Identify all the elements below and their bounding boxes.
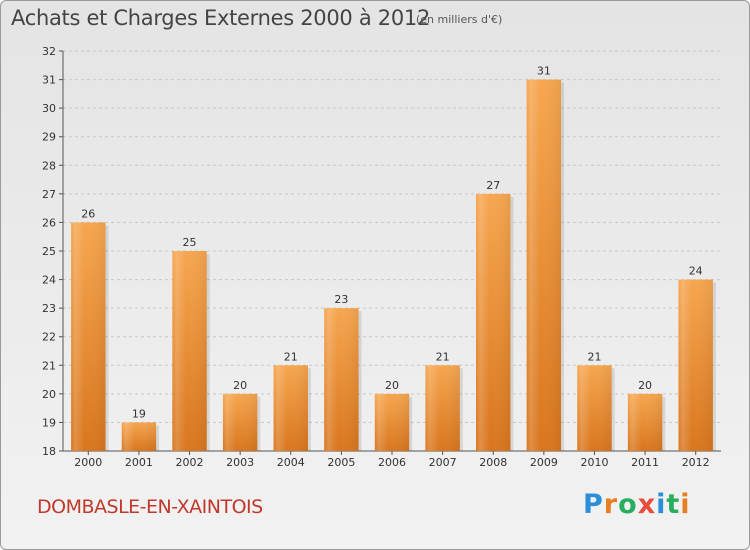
bar-highlight xyxy=(526,79,562,452)
data-label: 20 xyxy=(233,379,247,392)
y-tick-label: 27 xyxy=(42,188,56,201)
chart-title: Achats et Charges Externes 2000 à 2012 xyxy=(11,6,431,30)
chart-subtitle: (en milliers d'€) xyxy=(416,13,503,26)
data-label: 25 xyxy=(183,236,197,249)
logo-letter: i xyxy=(680,489,691,520)
labels: 18 19 20 21 22 23 24 25 26 27 28 29 30 31 32 2000 26 2001… xyxy=(42,45,710,469)
y-tick-label: 28 xyxy=(42,159,56,172)
y-tick-label: 21 xyxy=(42,359,56,372)
bar-highlight xyxy=(577,365,612,451)
logo-letter: i xyxy=(656,489,667,520)
y-tick-label: 23 xyxy=(42,302,56,315)
bar-highlight xyxy=(222,393,258,451)
logo-letter: P xyxy=(583,489,604,520)
y-tick-label: 32 xyxy=(42,45,56,58)
data-label: 21 xyxy=(284,350,298,363)
bar-highlight xyxy=(678,279,713,451)
y-tick-label: 19 xyxy=(42,416,56,429)
data-label: 31 xyxy=(537,65,551,78)
commune-name: DOMBASLE-EN-XAINTOIS xyxy=(37,496,263,518)
x-tick-label: 2004 xyxy=(277,456,305,469)
logo-letter: o xyxy=(618,489,638,520)
bar-highlight xyxy=(273,365,308,451)
logo-letter: r xyxy=(603,489,619,520)
data-label: 27 xyxy=(486,179,500,192)
y-tick-label: 18 xyxy=(42,445,56,458)
y-tick-label: 30 xyxy=(42,102,56,115)
x-tick-label: 2003 xyxy=(226,456,254,469)
x-tick-label: 2000 xyxy=(74,456,102,469)
data-label: 26 xyxy=(81,207,95,220)
x-tick-label: 2011 xyxy=(631,456,659,469)
grid-lines xyxy=(63,50,721,423)
bar-highlight xyxy=(374,393,410,451)
x-tick-label: 2008 xyxy=(479,456,507,469)
data-label: 21 xyxy=(587,350,601,363)
proxiti-logo: Proxiti xyxy=(583,489,691,520)
x-tick-label: 2010 xyxy=(580,456,608,469)
x-tick-label: 2005 xyxy=(327,456,355,469)
x-tick-label: 2001 xyxy=(125,456,153,469)
bar-highlight xyxy=(324,308,359,451)
logo-letter: t xyxy=(666,489,681,520)
data-label: 20 xyxy=(385,379,399,392)
y-tick-label: 29 xyxy=(42,131,56,144)
bar-highlight xyxy=(425,365,460,451)
bar-highlight xyxy=(476,193,511,451)
bars xyxy=(71,79,716,452)
data-label: 23 xyxy=(334,293,348,306)
logo-letter: x xyxy=(637,489,657,520)
x-tick-label: 2012 xyxy=(682,456,710,469)
data-label: 24 xyxy=(689,265,703,278)
bar-highlight xyxy=(627,393,663,451)
y-tick-label: 20 xyxy=(42,388,56,401)
y-tick-label: 22 xyxy=(42,331,56,344)
y-tick-label: 26 xyxy=(42,216,56,229)
y-tick-label: 24 xyxy=(42,274,56,287)
bar-highlight xyxy=(71,222,106,451)
x-tick-label: 2007 xyxy=(429,456,457,469)
y-tick-label: 25 xyxy=(42,245,56,258)
data-label: 20 xyxy=(638,379,652,392)
data-label: 19 xyxy=(132,407,146,420)
x-tick-label: 2009 xyxy=(530,456,558,469)
y-tick-label: 31 xyxy=(42,74,56,87)
bar-highlight xyxy=(121,422,157,451)
bar-highlight xyxy=(172,251,207,451)
data-label: 21 xyxy=(436,350,450,363)
x-tick-label: 2002 xyxy=(176,456,204,469)
x-tick-label: 2006 xyxy=(378,456,406,469)
